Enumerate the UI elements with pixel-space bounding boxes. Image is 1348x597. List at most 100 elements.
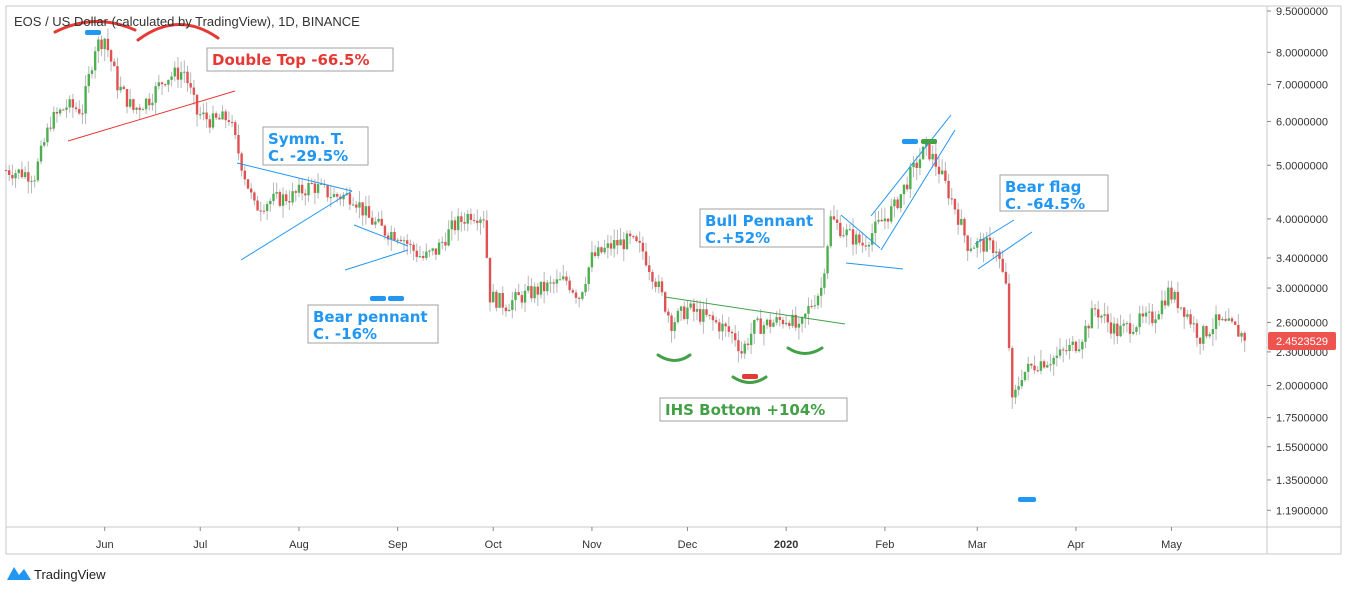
footer-brand[interactable]: TradingView <box>7 567 106 582</box>
candle-body <box>520 295 524 303</box>
candle <box>855 229 858 255</box>
candle-body <box>46 127 49 143</box>
candle <box>759 309 762 335</box>
candle <box>702 301 705 334</box>
candle <box>781 316 785 329</box>
candle <box>1198 337 1202 355</box>
candle <box>122 84 126 90</box>
candle-body <box>912 162 915 168</box>
candle <box>1135 325 1138 336</box>
y-tick-label: 8.0000000 <box>1276 47 1328 59</box>
candle <box>1157 310 1160 321</box>
candle <box>686 300 689 325</box>
candle <box>530 278 533 302</box>
x-tick-label: Jul <box>193 539 207 551</box>
candle-body <box>256 200 259 211</box>
y-tick-label: 2.6000000 <box>1276 317 1328 329</box>
candle-body <box>673 322 676 331</box>
candle <box>724 322 727 337</box>
candle-body <box>721 323 724 332</box>
y-tick-label: 4.0000000 <box>1276 214 1328 226</box>
candle-body <box>784 322 788 325</box>
candle-body <box>991 240 995 253</box>
candle-body <box>807 305 810 314</box>
candle-body <box>969 248 973 251</box>
candle <box>536 282 539 306</box>
y-tick-label: 3.4000000 <box>1276 253 1328 265</box>
candle <box>632 234 635 240</box>
candle <box>456 208 460 241</box>
candle <box>351 197 355 206</box>
candle-body <box>1170 287 1173 300</box>
candle <box>893 196 896 218</box>
candle <box>1023 371 1027 383</box>
candle <box>488 257 492 312</box>
candle <box>300 178 304 201</box>
candle <box>791 309 794 329</box>
candle-body <box>746 343 750 346</box>
candle <box>278 189 282 208</box>
candle <box>390 225 393 252</box>
candle-body <box>189 83 192 88</box>
candle-body <box>816 295 820 306</box>
candle <box>772 319 775 328</box>
candle <box>1221 316 1224 322</box>
candle <box>157 74 161 90</box>
candle-body <box>571 290 575 293</box>
candle <box>1195 319 1199 347</box>
candle-body <box>1093 308 1097 310</box>
candle <box>663 290 667 314</box>
candle-body <box>1116 323 1119 337</box>
candle-body <box>14 173 17 179</box>
candle <box>498 292 501 309</box>
candle-body <box>358 202 361 208</box>
candle-body <box>870 233 874 245</box>
symm-triangle-upper <box>236 162 353 192</box>
candle-body <box>1046 365 1049 368</box>
candle <box>482 210 485 229</box>
ihs-head <box>731 375 768 384</box>
candle-body <box>288 201 291 203</box>
candle-body <box>1122 323 1125 326</box>
candle-body <box>1007 283 1011 349</box>
candle <box>985 232 988 252</box>
candle-body <box>1081 341 1084 350</box>
candle <box>861 232 864 253</box>
candle-body <box>1068 344 1071 352</box>
candle-body <box>1132 331 1135 334</box>
candle-body <box>307 183 310 196</box>
candle-body <box>890 206 893 222</box>
y-tick-label: 3.0000000 <box>1276 283 1328 295</box>
candle-body <box>237 135 240 154</box>
candle <box>651 269 654 290</box>
candle <box>708 314 711 320</box>
candle <box>128 89 132 109</box>
candle <box>539 281 543 299</box>
candle <box>23 166 27 180</box>
candle <box>84 75 87 125</box>
candle <box>221 105 224 120</box>
candle-body <box>157 82 161 87</box>
double-top-marker <box>85 30 101 35</box>
candle-body <box>81 113 84 115</box>
candle-body <box>995 251 998 253</box>
symm-triangle-lower <box>240 190 353 261</box>
candle-body <box>310 183 313 185</box>
candle <box>269 198 272 212</box>
candle <box>246 178 250 190</box>
last-price-badge: 2.4523529 <box>1268 332 1336 350</box>
candle-body <box>670 315 673 331</box>
candle <box>998 248 1001 269</box>
candle <box>431 247 434 256</box>
candle <box>160 81 164 96</box>
pattern-label-text: C. -16% <box>313 325 377 343</box>
candle-body <box>437 242 441 255</box>
candle-body <box>71 99 75 108</box>
candle-body <box>218 117 221 120</box>
candle <box>1237 314 1240 337</box>
candle-body <box>788 322 791 326</box>
candle <box>148 93 151 111</box>
candle-body <box>940 170 944 175</box>
